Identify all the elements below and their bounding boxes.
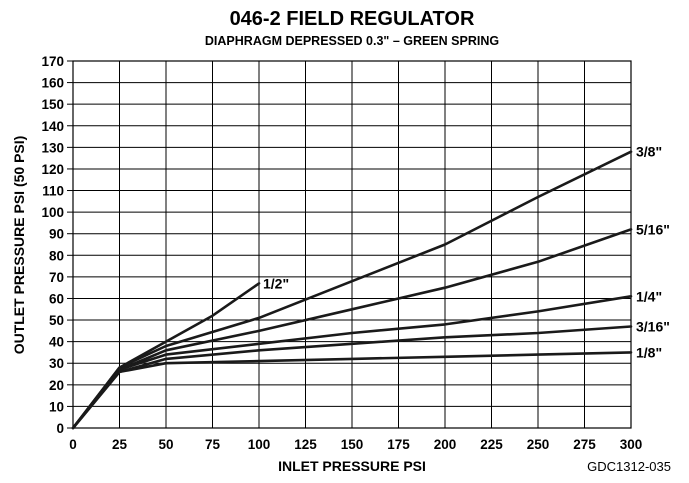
y-tick-label: 160: [41, 76, 64, 91]
x-tick-label: 50: [158, 437, 173, 452]
series-line: [71, 351, 633, 430]
series-line: [71, 294, 633, 430]
y-tick-label: 70: [49, 270, 64, 285]
series-lines: [71, 150, 633, 430]
x-tick-label: 25: [112, 437, 128, 452]
x-axis-ticks: 0 25 50 75 100 125 150 175 200 225 250 275 300: [69, 437, 642, 452]
y-tick-label: 30: [49, 356, 64, 371]
y-tick-label: 40: [49, 335, 64, 350]
plot-frame: [72, 60, 632, 429]
x-tick-label: 250: [527, 437, 550, 452]
series-label: 3/8": [636, 144, 662, 160]
chart-subtitle: DIAPHRAGM DEPRESSED 0.3" – GREEN SPRING: [205, 34, 499, 48]
x-axis-label: INLET PRESSURE PSI: [278, 458, 426, 474]
series-label: 1/2": [263, 275, 289, 291]
series-label: 1/8": [636, 344, 662, 360]
chart-title: 046-2 FIELD REGULATOR: [230, 8, 475, 30]
x-tick-label: 275: [573, 437, 596, 452]
y-tick-label: 150: [41, 97, 64, 112]
series-label: 5/16": [636, 221, 670, 237]
y-tick-label: 140: [41, 119, 64, 134]
x-tick-label: 0: [69, 437, 77, 452]
y-tick-label: 120: [41, 162, 64, 177]
y-axis-label: OUTLET PRESSURE PSI (50 PSI): [11, 136, 27, 355]
y-tick-label: 60: [49, 291, 64, 306]
series-labels: 1/2" 3/8" 5/16" 1/4" 3/16" 1/8": [263, 144, 670, 361]
x-tick-label: 75: [205, 437, 221, 452]
figure-code: GDC1312-035: [587, 459, 671, 474]
y-tick-label: 10: [49, 399, 64, 414]
y-tick-label: 100: [41, 205, 64, 220]
y-tick-label: 90: [49, 227, 64, 242]
y-tick-label: 170: [41, 54, 64, 69]
x-tick-label: 200: [434, 437, 457, 452]
series-label: 3/16": [636, 319, 670, 335]
y-tick-label: 20: [49, 378, 64, 393]
x-tick-label: 300: [620, 437, 643, 452]
x-tick-label: 125: [294, 437, 317, 452]
x-tick-label: 225: [480, 437, 503, 452]
series-line: [71, 150, 633, 430]
series-label: 1/4": [636, 288, 662, 304]
y-tick-label: 130: [41, 140, 64, 155]
x-tick-label: 175: [387, 437, 410, 452]
x-tick-label: 150: [341, 437, 364, 452]
y-tick-label: 80: [49, 248, 64, 263]
y-axis-ticks: 0 10 20 30 40 50 60 70 80 90 100 110 120 130 140 150 160…: [41, 54, 73, 436]
y-tick-label: 110: [42, 184, 64, 199]
x-tick-label: 100: [248, 437, 271, 452]
grid: [72, 60, 632, 429]
y-tick-label: 50: [49, 313, 64, 328]
y-tick-label: 0: [56, 421, 64, 436]
